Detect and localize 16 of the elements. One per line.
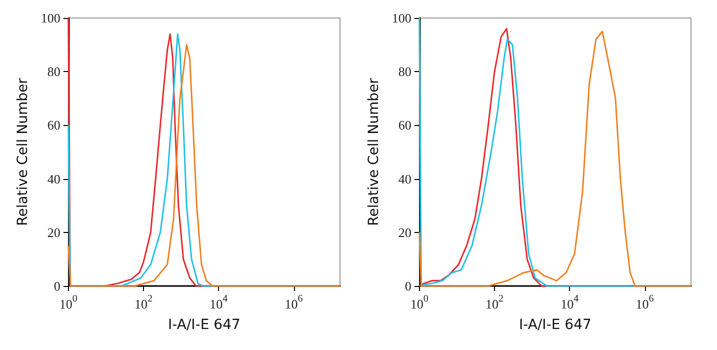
- y-tick-label: 60: [47, 118, 60, 133]
- y-axis-title: Relative Cell Number: [366, 78, 382, 226]
- y-tick-label: 80: [398, 64, 412, 80]
- y-tick-label: 20: [398, 224, 412, 240]
- y-tick-label: 0: [54, 278, 60, 294]
- y-tick-label: 80: [47, 64, 60, 80]
- y-tick-label: 20: [47, 224, 60, 240]
- y-tick-label: 100: [40, 10, 60, 26]
- y-tick-label: 100: [392, 10, 412, 26]
- x-axis-title: I-A/I-E 647: [519, 317, 592, 333]
- x-axis-title: I-A/I-E 647: [168, 317, 240, 333]
- y-tick-label: 40: [47, 171, 60, 186]
- y-tick-label: 40: [398, 171, 412, 186]
- y-axis-title: Relative Cell Number: [15, 78, 31, 226]
- y-tick-label: 60: [398, 118, 412, 133]
- y-tick-label: 0: [404, 278, 412, 294]
